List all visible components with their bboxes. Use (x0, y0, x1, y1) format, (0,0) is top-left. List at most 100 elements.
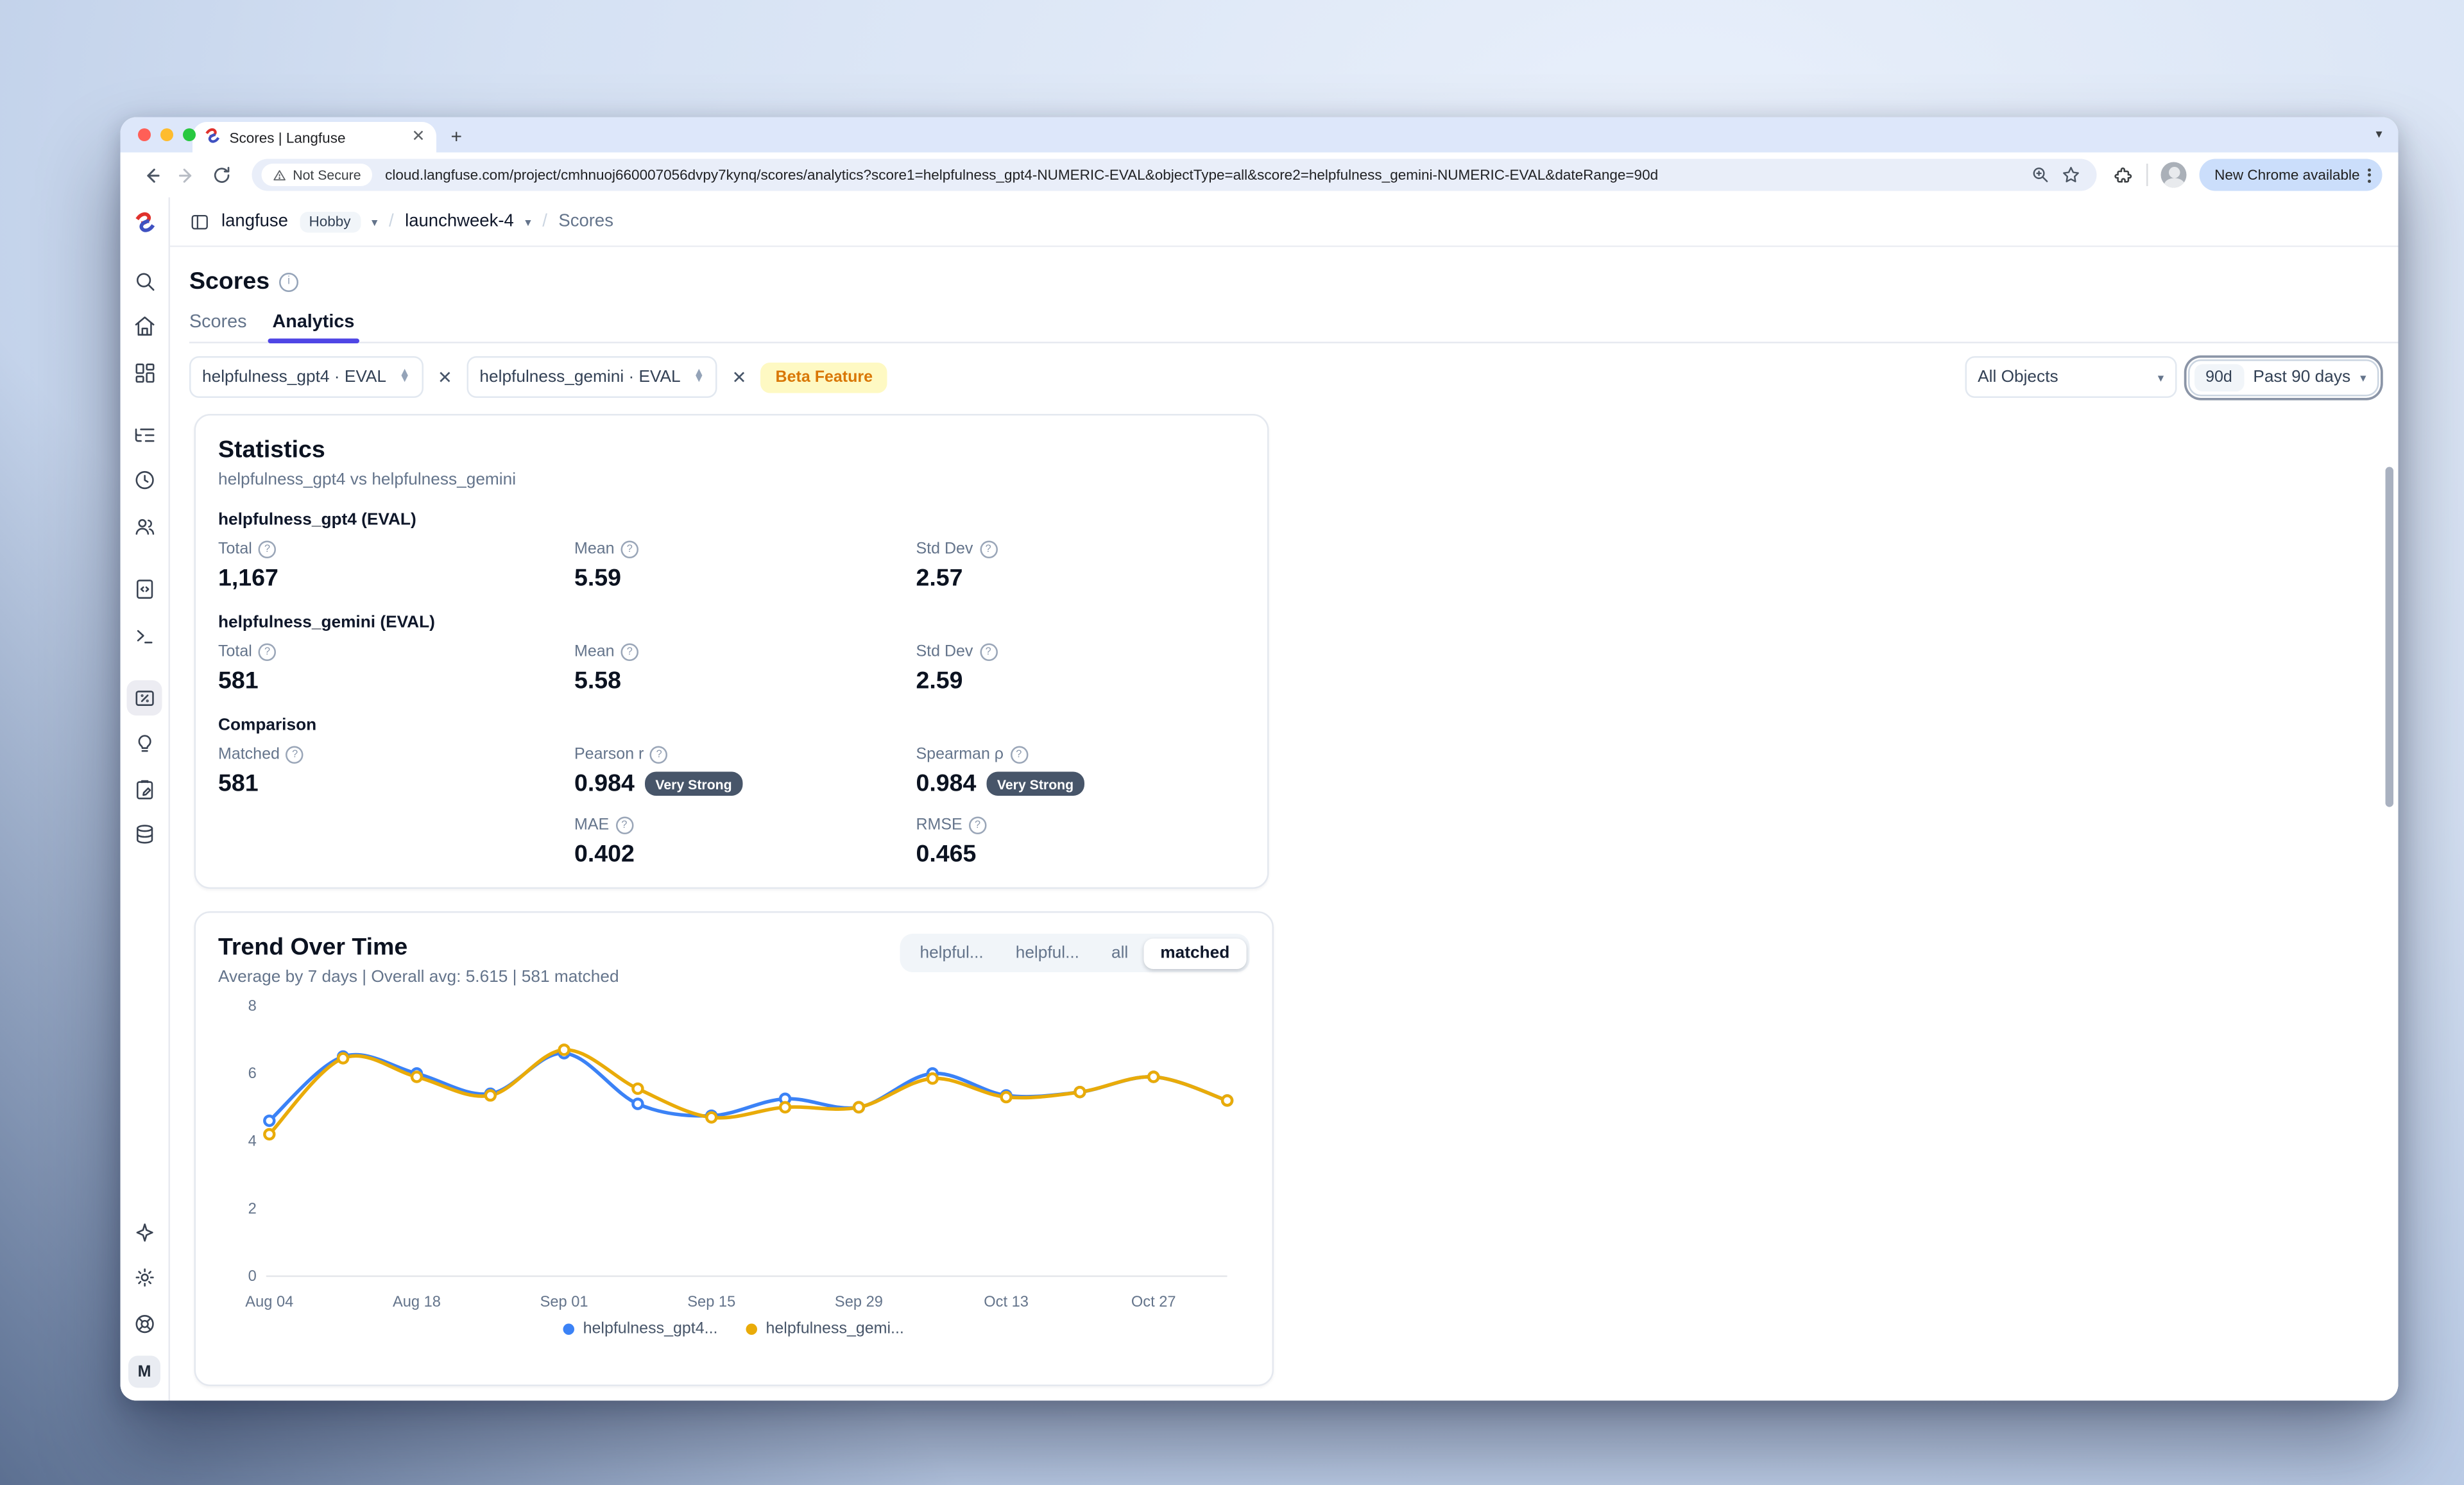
scrollbar-thumb[interactable] (2385, 467, 2393, 807)
metric-label: Matched (218, 746, 280, 764)
help-icon[interactable]: ? (968, 816, 987, 834)
trend-title: Trend Over Time (218, 934, 408, 961)
zoom-icon[interactable] (2031, 166, 2049, 184)
metric-value: 0.402 (574, 841, 635, 868)
sidebar-item-scores[interactable] (126, 680, 162, 716)
metric-value: 5.58 (574, 667, 622, 695)
warning-icon (273, 169, 286, 180)
legend-dot-blue (563, 1324, 576, 1335)
home-icon (135, 317, 154, 336)
langfuse-logo-icon[interactable] (132, 210, 157, 243)
data-point (410, 1070, 424, 1083)
metric-value: 581 (218, 667, 259, 695)
tab-scores[interactable]: Scores (189, 313, 247, 332)
data-point (926, 1072, 939, 1085)
sidebar-item-users[interactable] (127, 509, 162, 544)
remove-score2-button[interactable]: ✕ (732, 368, 747, 388)
bookmark-star-icon[interactable] (2062, 166, 2082, 185)
metric-stddev-gpt4: Std Dev? 2.57 (916, 540, 1245, 592)
metric-value: 0.984 (916, 770, 977, 798)
object-type-select[interactable]: All Objects ▾ (1965, 356, 2177, 398)
metric-label: RMSE (916, 816, 963, 835)
back-button[interactable] (137, 160, 166, 189)
score2-select[interactable]: helpfulness_gemini · EVAL ▲ ▼ (466, 356, 718, 398)
dashboard-grid: Statistics helpfulness_gpt4 vs helpfulne… (189, 411, 2399, 1401)
object-type-value: All Objects (1978, 367, 2058, 387)
sidebar-item-annotation[interactable] (127, 771, 162, 807)
help-icon[interactable]: ? (258, 540, 277, 558)
x-tick-label: Sep 01 (540, 1294, 588, 1310)
tab-search-chevron-icon[interactable]: ▾ (2375, 126, 2383, 142)
help-icon[interactable]: ? (650, 746, 668, 764)
profile-avatar[interactable] (2161, 162, 2187, 188)
user-avatar[interactable]: M (128, 1355, 160, 1388)
terminal-icon (137, 629, 152, 643)
help-icon[interactable]: ? (258, 643, 277, 661)
browser-tab[interactable]: Scores | Langfuse ✕ (193, 122, 436, 153)
forward-button[interactable] (172, 160, 201, 189)
code-file-icon (136, 579, 153, 599)
help-icon[interactable]: ? (979, 540, 997, 558)
sidebar-item-search[interactable] (127, 263, 162, 298)
sidebar-item-support[interactable] (127, 1306, 162, 1341)
segment-score1[interactable]: helpful... (903, 938, 999, 968)
remove-score1-button[interactable]: ✕ (437, 368, 452, 388)
chrome-menu-icon[interactable] (2368, 167, 2371, 182)
segment-score2[interactable]: helpful... (1000, 938, 1095, 968)
data-point (1000, 1090, 1013, 1104)
sidebar-item-sessions[interactable] (127, 463, 162, 499)
sidebar-item-evaluation[interactable] (127, 726, 162, 761)
data-point (852, 1101, 866, 1114)
y-tick-label: 2 (248, 1201, 257, 1217)
date-range-select[interactable]: 90d Past 90 days ▾ (2187, 358, 2379, 396)
sidebar-item-home[interactable] (127, 309, 162, 344)
chrome-update-button[interactable]: New Chrome available (2200, 159, 2383, 191)
url-bar[interactable]: Not Secure cloud.langfuse.com/project/cm… (252, 159, 2098, 191)
sidebar-item-playground[interactable] (127, 617, 162, 653)
langfuse-app: M langfuse Hobby ▾ / launchweek-4 ▾ / Sc… (120, 197, 2399, 1401)
section-name: Comparison (218, 716, 317, 735)
fullscreen-window-button[interactable] (183, 128, 196, 141)
sidebar-item-tracing[interactable] (127, 418, 162, 453)
chevron-down-icon[interactable]: ▾ (372, 214, 378, 229)
sidebar-item-settings[interactable] (127, 1260, 162, 1296)
not-secure-chip[interactable]: Not Secure (261, 164, 373, 186)
breadcrumb-org[interactable]: langfuse (221, 212, 288, 231)
page-tabs: Scores Analytics (189, 313, 2399, 343)
minimize-window-button[interactable] (160, 128, 173, 141)
sidebar-item-prompts[interactable] (127, 572, 162, 607)
sidebar-item-dashboards[interactable] (127, 354, 162, 390)
help-icon[interactable]: ? (620, 643, 639, 661)
reload-button[interactable] (207, 160, 236, 189)
score1-select[interactable]: helpfulness_gpt4 · EVAL ▲ ▼ (189, 356, 424, 398)
help-icon[interactable]: ? (979, 643, 997, 661)
select-chevrons-icon: ▲ ▼ (693, 367, 705, 385)
help-icon[interactable]: ? (620, 540, 639, 558)
y-tick-label: 8 (248, 998, 257, 1015)
help-icon[interactable]: ? (1010, 746, 1028, 764)
close-window-button[interactable] (138, 128, 151, 141)
database-icon (136, 825, 153, 844)
tab-close-icon[interactable]: ✕ (411, 127, 425, 146)
chevron-down-icon[interactable]: ▾ (525, 214, 531, 229)
metric-value: 1,167 (218, 565, 278, 592)
info-icon[interactable]: i (279, 271, 299, 291)
metric-mean-gemini: Mean? 5.58 (574, 643, 916, 695)
metric-label: Pearson r (574, 746, 644, 764)
segment-matched[interactable]: matched (1144, 938, 1246, 968)
sidebar-item-datasets[interactable] (127, 817, 162, 852)
breadcrumb-project[interactable]: launchweek-4 (405, 212, 514, 231)
panel-toggle-icon[interactable] (189, 211, 210, 232)
tab-analytics[interactable]: Analytics (267, 313, 360, 343)
help-icon[interactable]: ? (615, 816, 633, 834)
metric-label: Total (218, 643, 252, 662)
new-tab-button[interactable]: + (450, 125, 463, 148)
segment-all[interactable]: all (1095, 938, 1144, 968)
help-icon[interactable]: ? (286, 746, 304, 764)
users-icon (135, 519, 154, 535)
sidebar-item-upgrade[interactable] (127, 1215, 162, 1250)
extensions-icon[interactable] (2114, 164, 2135, 185)
metric-mean-gpt4: Mean? 5.59 (574, 540, 916, 592)
chrome-update-label: New Chrome available (2214, 167, 2360, 183)
